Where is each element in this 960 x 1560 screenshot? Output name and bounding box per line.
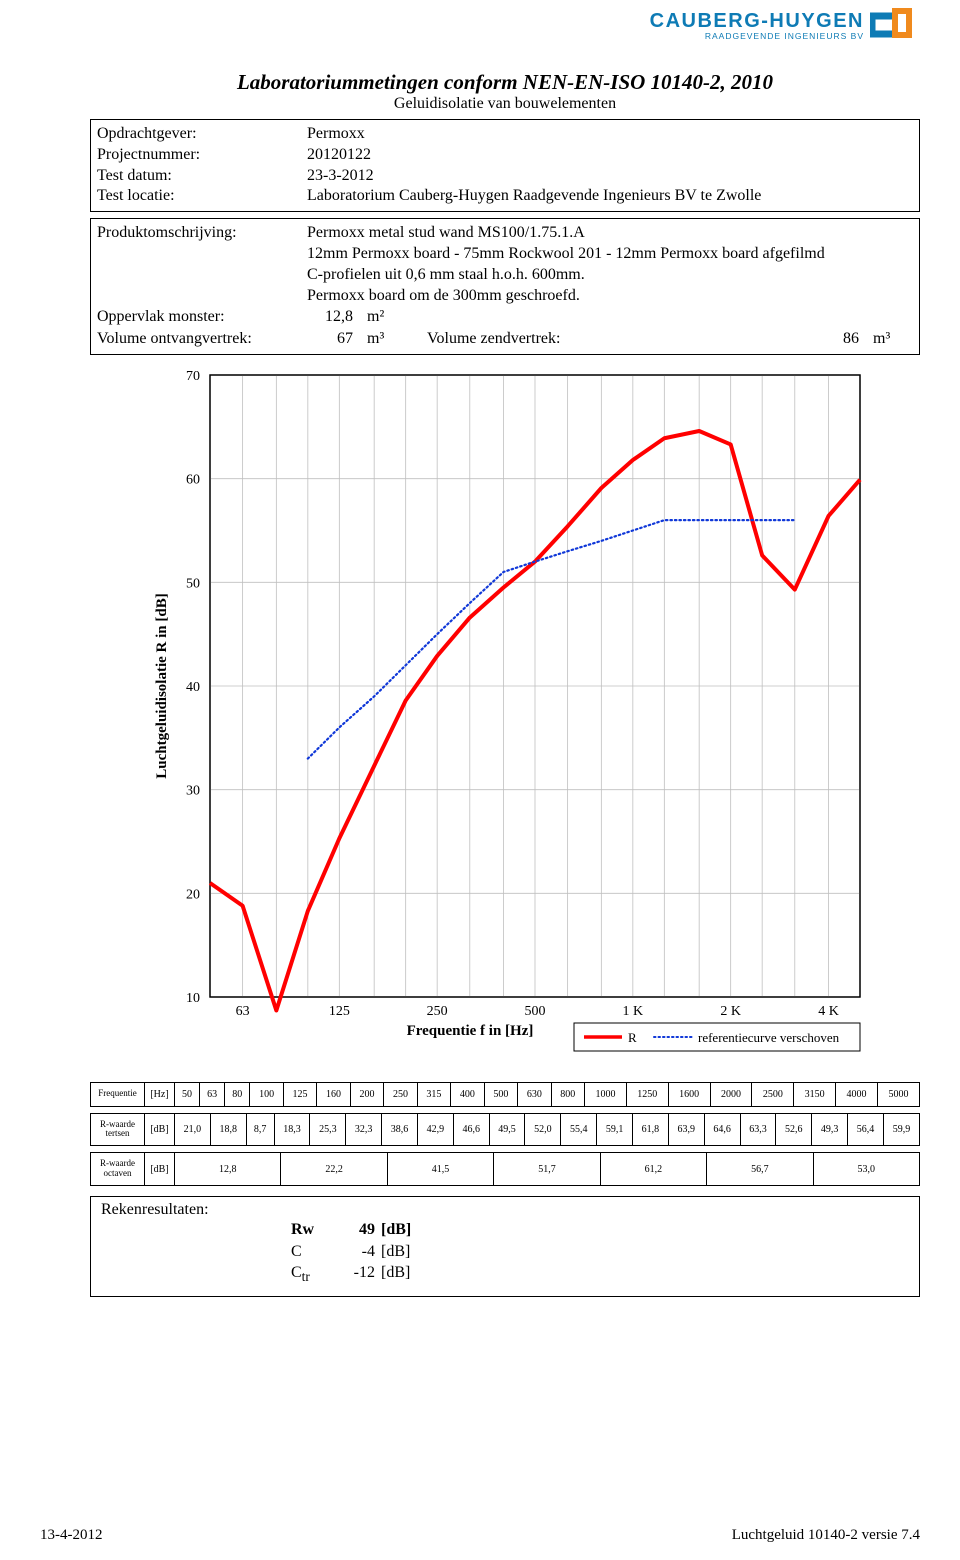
projectnummer-label: Projectnummer: <box>97 145 307 166</box>
svg-text:70: 70 <box>186 369 200 384</box>
volontv-value: 67 <box>307 328 367 350</box>
svg-text:Luchtgeluidisolatie R in [dB]: Luchtgeluidisolatie R in [dB] <box>154 593 170 778</box>
svg-text:referentiecurve verschoven: referentiecurve verschoven <box>698 1030 840 1045</box>
svg-text:R: R <box>628 1030 637 1045</box>
svg-text:30: 30 <box>186 783 200 798</box>
logo-brand: CAUBERG-HUYGEN <box>650 11 864 32</box>
r-octave-table: R-waarde octaven[dB]12,822,241,551,761,2… <box>90 1152 920 1186</box>
svg-text:10: 10 <box>186 991 200 1006</box>
produkt-l2: 12mm Permoxx board - 75mm Rockwool 201 -… <box>307 244 913 265</box>
footer-date: 13-4-2012 <box>40 1527 103 1544</box>
title-block: Laboratoriummetingen conform NEN-EN-ISO … <box>90 70 920 113</box>
rw-unit: [dB] <box>381 1219 411 1241</box>
title-sub: Geluidisolatie van bouwelementen <box>90 95 920 113</box>
svg-text:1 K: 1 K <box>623 1004 644 1019</box>
chart-container: 10 20 30 40 50 60 70 63 125 250 500 1 K 2 K 4 K Freque… <box>90 365 920 1070</box>
meta-box: Opdrachtgever:Permoxx Projectnummer:2012… <box>90 119 920 212</box>
title-main: Laboratoriummetingen conform NEN-EN-ISO … <box>90 70 920 95</box>
volontv-unit: m³ <box>367 328 427 350</box>
svg-text:250: 250 <box>427 1004 448 1019</box>
c-value: -4 <box>335 1241 375 1263</box>
page: CAUBERG-HUYGEN RAADGEVENDE INGENIEURS BV… <box>0 0 960 1560</box>
oppervlak-unit: m² <box>367 306 427 328</box>
svg-text:63: 63 <box>236 1004 250 1019</box>
volzend-value: 86 <box>813 328 873 350</box>
c-symbol: C <box>291 1241 335 1263</box>
svg-text:50: 50 <box>186 576 200 591</box>
ctr-value: -12 <box>335 1262 375 1286</box>
svg-text:40: 40 <box>186 680 200 695</box>
sound-insulation-chart: 10 20 30 40 50 60 70 63 125 250 500 1 K 2 K 4 K Freque… <box>140 365 880 1065</box>
svg-text:20: 20 <box>186 887 200 902</box>
opdrachtgever-value: Permoxx <box>307 124 913 145</box>
results-box: Rekenresultaten: Rw 49 [dB] C -4 [dB] Ct… <box>90 1196 920 1297</box>
svg-text:Frequentie f in [Hz]: Frequentie f in [Hz] <box>407 1023 534 1039</box>
produkt-l4: Permoxx board om de 300mm geschroefd. <box>307 286 913 307</box>
volzend-unit: m³ <box>873 328 913 350</box>
company-logo: CAUBERG-HUYGEN RAADGEVENDE INGENIEURS BV <box>650 4 920 48</box>
rw-value: 49 <box>335 1219 375 1241</box>
ctr-symbol: Ctr <box>291 1262 335 1286</box>
svg-text:60: 60 <box>186 472 200 487</box>
svg-text:500: 500 <box>525 1004 546 1019</box>
volontv-label: Volume ontvangvertrek: <box>97 328 307 350</box>
svg-text:125: 125 <box>329 1004 350 1019</box>
footer-version: Luchtgeluid 10140-2 versie 7.4 <box>732 1527 920 1544</box>
rw-symbol: Rw <box>291 1219 335 1241</box>
description-box: Produktomschrijving:Permoxx metal stud w… <box>90 218 920 354</box>
testdatum-label: Test datum: <box>97 166 307 187</box>
projectnummer-value: 20120122 <box>307 145 913 166</box>
svg-text:4 K: 4 K <box>818 1004 839 1019</box>
produkt-label: Produktomschrijving: <box>97 223 307 244</box>
r-terts-table: R-waarde tertsen[dB]21,018,88,718,325,33… <box>90 1113 920 1147</box>
produkt-l1: Permoxx metal stud wand MS100/1.75.1.A <box>307 223 913 244</box>
opdrachtgever-label: Opdrachtgever: <box>97 124 307 145</box>
logo-icon <box>870 4 920 48</box>
testdatum-value: 23-3-2012 <box>307 166 913 187</box>
testlocatie-value: Laboratorium Cauberg-Huygen Raadgevende … <box>307 186 913 207</box>
data-tables: Frequentie[Hz]50638010012516020025031540… <box>90 1082 920 1187</box>
frequency-table: Frequentie[Hz]50638010012516020025031540… <box>90 1082 920 1107</box>
ctr-unit: [dB] <box>381 1262 410 1286</box>
results-title: Rekenresultaten: <box>101 1201 909 1219</box>
page-footer: 13-4-2012 Luchtgeluid 10140-2 versie 7.4 <box>40 1527 920 1544</box>
oppervlak-label: Oppervlak monster: <box>97 306 307 328</box>
volzend-label: Volume zendvertrek: <box>427 328 813 350</box>
produkt-l3: C-profielen uit 0,6 mm staal h.o.h. 600m… <box>307 265 913 286</box>
svg-text:2 K: 2 K <box>720 1004 741 1019</box>
c-unit: [dB] <box>381 1241 410 1263</box>
oppervlak-value: 12,8 <box>307 306 367 328</box>
testlocatie-label: Test locatie: <box>97 186 307 207</box>
logo-tagline: RAADGEVENDE INGENIEURS BV <box>650 32 864 41</box>
